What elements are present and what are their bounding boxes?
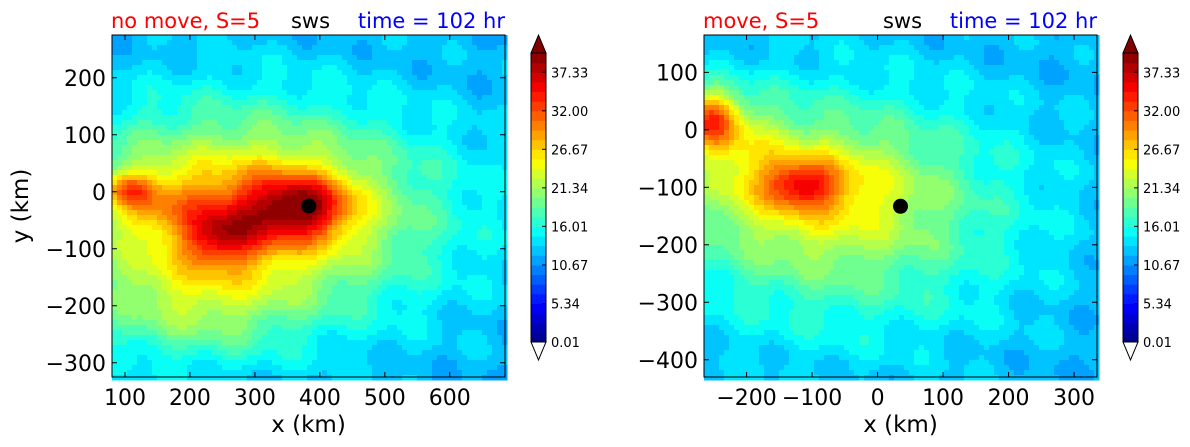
colorbar-extend-max	[1122, 33, 1139, 54]
colorbar-tick-label: 16.01	[1143, 220, 1180, 235]
colorbar-extend-min	[530, 341, 547, 362]
colorbar-frame	[530, 52, 547, 343]
x-tick-label: 100	[104, 386, 146, 411]
x-tick-label: −200	[716, 386, 776, 411]
panel-1: 100 200 300 400 500 600 200 100 0 −100 −200 −300 no …	[8, 9, 588, 438]
contour-field	[704, 35, 1100, 381]
colorbar-tick-label: 10.67	[551, 259, 588, 274]
axes-frame	[703, 34, 1098, 378]
colorbar-tick-label: 37.33	[551, 66, 588, 81]
colorbar: 37.33 32.00 26.67 21.34 16.01 10.67 5.34 0.01	[1122, 33, 1180, 362]
y-tick-label: 0	[684, 119, 698, 144]
title-center: sws	[883, 9, 922, 33]
x-axis-label: x (km)	[271, 412, 346, 438]
x-axis-label: x (km)	[863, 412, 938, 438]
x-tick-label: 500	[364, 386, 406, 411]
y-tick-label: −400	[638, 349, 698, 374]
y-axis-label: y (km)	[8, 169, 34, 244]
y-tick-label: −200	[46, 295, 106, 320]
axes-frame	[111, 34, 506, 378]
y-tick-label: −300	[638, 291, 698, 316]
storm-center-marker	[301, 198, 317, 214]
y-tick-label: −100	[46, 238, 106, 263]
y-tick-label: 100	[64, 124, 106, 149]
x-tick-label: 300	[1053, 386, 1095, 411]
colorbar: 37.33 32.00 26.67 21.34 16.01 10.67 5.34 0.01	[530, 33, 588, 362]
y-tick-label: −100	[638, 176, 698, 201]
colorbar-tick-label: 16.01	[551, 220, 588, 235]
y-tick-label: −200	[638, 234, 698, 259]
title-left: no move, S=5	[111, 9, 260, 33]
x-tick-label: 400	[299, 386, 341, 411]
x-tick-label: 0	[871, 386, 885, 411]
title-right: time = 102 hr	[950, 9, 1097, 33]
colorbar-tick-label: 5.34	[551, 297, 580, 312]
title-center: sws	[291, 9, 330, 33]
contour-field	[112, 35, 508, 381]
storm-center-marker	[893, 198, 908, 214]
colorbar-extend-min	[1122, 341, 1139, 362]
colorbar-tick-label: 0.01	[551, 336, 580, 351]
x-tick-label: −100	[782, 386, 842, 411]
colorbar-tick-label: 10.67	[1143, 259, 1180, 274]
y-tick-label: 200	[64, 67, 106, 92]
colorbar-tick-label: 37.33	[1143, 66, 1180, 81]
x-tick-label: 300	[234, 386, 276, 411]
colorbar-tick-label: 32.00	[551, 105, 588, 120]
colorbar-tick-label: 32.00	[1143, 105, 1180, 120]
x-tick-label: 600	[429, 386, 471, 411]
x-tick-label: 200	[988, 386, 1030, 411]
colorbar-frame	[1122, 52, 1139, 343]
colorbar-extend-max	[530, 33, 547, 54]
panel-2: −200 −100 0 100 200 3001000−100−200−300−400mo…	[638, 9, 1181, 438]
colorbar-tick-label: 0.01	[1143, 336, 1172, 351]
title-right: time = 102 hr	[358, 9, 505, 33]
y-tick-label: 100	[656, 61, 698, 86]
y-tick-label: −300	[46, 352, 106, 377]
colorbar-tick-label: 26.67	[551, 143, 588, 158]
x-tick-label: 200	[169, 386, 211, 411]
colorbar-tick-label: 5.34	[1143, 297, 1172, 312]
x-tick-label: 100	[922, 386, 964, 411]
colorbar-tick-label: 21.34	[551, 182, 588, 197]
title-left: move, S=5	[703, 9, 819, 33]
colorbar-tick-label: 21.34	[1143, 182, 1180, 197]
y-tick-label: 0	[92, 181, 106, 206]
colorbar-tick-label: 26.67	[1143, 143, 1180, 158]
